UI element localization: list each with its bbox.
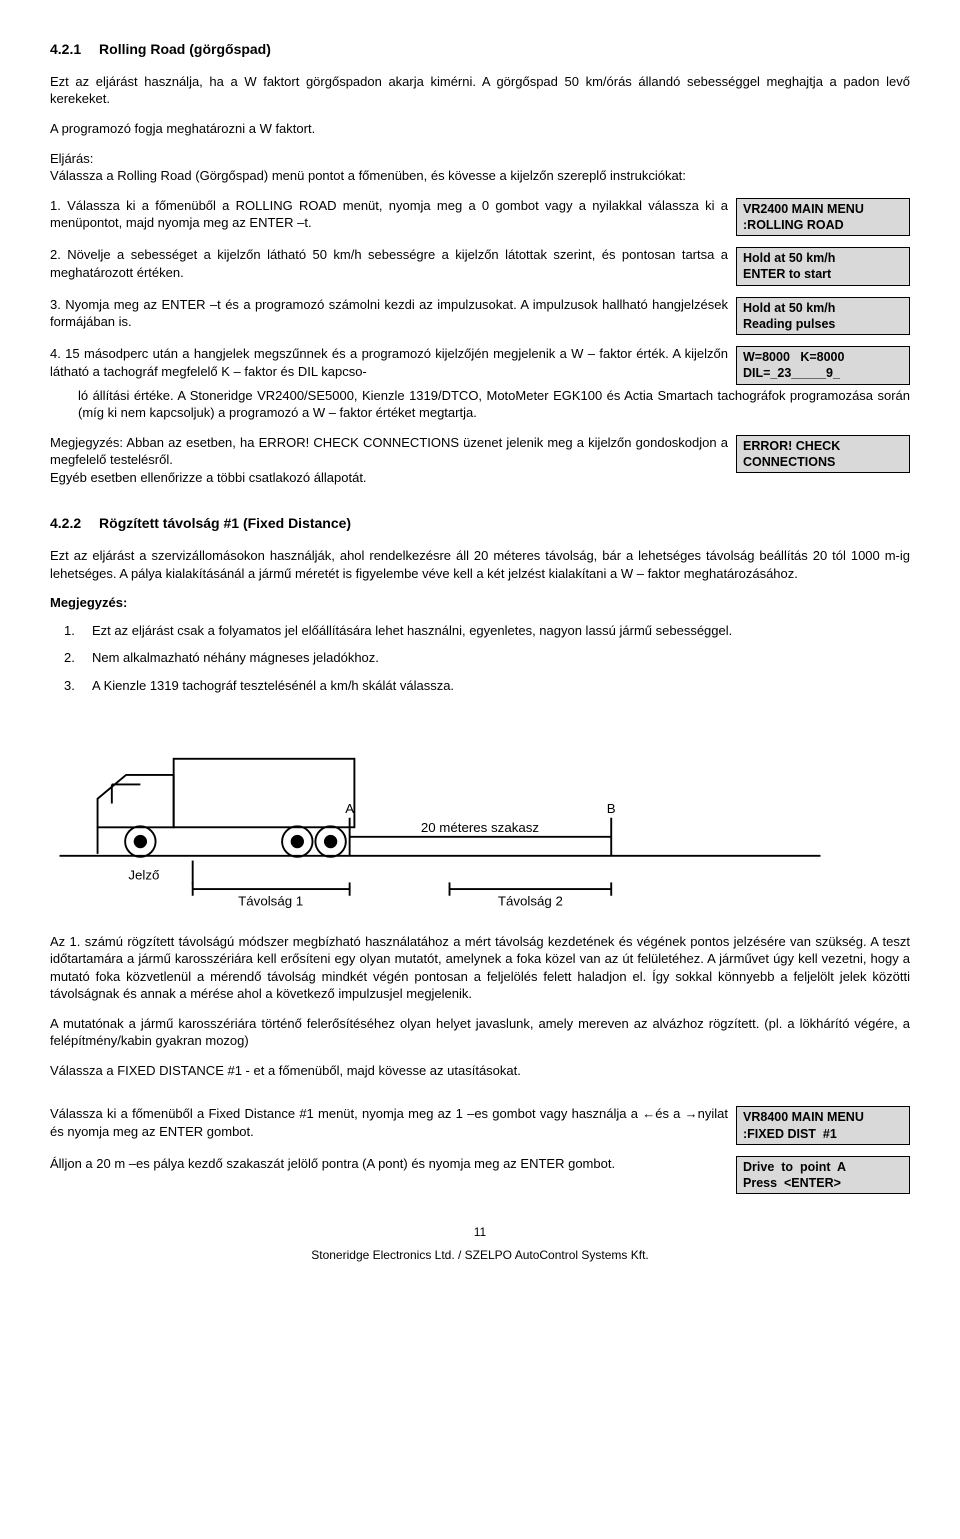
s422-p3: A mutatónak a jármű karosszériára történ…	[50, 1015, 910, 1050]
lcd-drive-point-a: Drive to point A Press <ENTER>	[736, 1156, 910, 1195]
section-421-heading: Rolling Road (görgőspad)	[99, 41, 271, 57]
s422-p4: Válassza a FIXED DISTANCE #1 - et a főme…	[50, 1062, 910, 1080]
s421-p2: A programozó fogja meghatározni a W fakt…	[50, 120, 910, 138]
page-footer: 11 Stoneridge Electronics Ltd. / SZELPO …	[50, 1224, 910, 1262]
s422-step2: Álljon a 20 m –es pálya kezdő szakaszát …	[50, 1155, 728, 1173]
s422-li3: 3. A Kienzle 1319 tachográf teszteléséné…	[50, 677, 910, 695]
s422-li1: 1. Ezt az eljárást csak a folyamatos jel…	[50, 622, 910, 640]
diagram-label-t2: Távolság 2	[498, 893, 563, 908]
lcd-fixed-dist-1: VR8400 MAIN MENU :FIXED DIST #1	[736, 1106, 910, 1145]
s422-step1: Válassza ki a főmenüből a Fixed Distance…	[50, 1105, 728, 1140]
s421-step4b: ló állítási értéke. A Stoneridge VR2400/…	[78, 387, 910, 422]
section-422-heading: Rögzített távolság #1 (Fixed Distance)	[99, 515, 351, 531]
section-422-title: 4.2.2 Rögzített távolság #1 (Fixed Dista…	[50, 514, 910, 533]
s421-p1: Ezt az eljárást használja, ha a W faktor…	[50, 73, 910, 108]
diagram-label-b: B	[607, 801, 616, 816]
s421-step1: 1. Válassza ki a főmenüből a ROLLING ROA…	[50, 197, 728, 232]
s422-p1: Ezt az eljárást a szervizállomásokon has…	[50, 547, 910, 582]
fixed-distance-diagram: A B 20 méteres szakasz Jelző Távolság 1 …	[50, 713, 910, 913]
s422-li2: 2. Nem alkalmazható néhány mágneses jela…	[50, 649, 910, 667]
lcd-rolling-road: VR2400 MAIN MENU :ROLLING ROAD	[736, 198, 910, 237]
lcd-w-k-dil: W=8000 K=8000 DIL=_23_____9_	[736, 346, 910, 385]
diagram-label-t1: Távolság 1	[238, 893, 303, 908]
diagram-label-section: 20 méteres szakasz	[421, 820, 539, 835]
list-num-2: 2.	[50, 649, 82, 667]
list-num-3: 3.	[50, 677, 82, 695]
lcd-reading-pulses: Hold at 50 km/h Reading pulses	[736, 297, 910, 336]
section-422-num: 4.2.2	[50, 515, 81, 531]
lcd-hold-enter: Hold at 50 km/h ENTER to start	[736, 247, 910, 286]
footer-company: Stoneridge Electronics Ltd. / SZELPO Aut…	[50, 1247, 910, 1263]
s421-step4a: 4. 15 másodperc után a hangjelek megszűn…	[50, 345, 728, 380]
page-number: 11	[50, 1224, 910, 1240]
s421-note: Megjegyzés: Abban az esetben, ha ERROR! …	[50, 434, 728, 487]
lcd-error-check: ERROR! CHECK CONNECTIONS	[736, 435, 910, 474]
s422-p2: Az 1. számú rögzített távolságú módszer …	[50, 933, 910, 1003]
list-num-1: 1.	[50, 622, 82, 640]
s421-step3: 3. Nyomja meg az ENTER –t és a programoz…	[50, 296, 728, 331]
s421-step2: 2. Növelje a sebességet a kijelzőn látha…	[50, 246, 728, 281]
s422-li1-text: Ezt az eljárást csak a folyamatos jel el…	[92, 622, 910, 640]
diagram-label-a: A	[345, 801, 354, 816]
diagram-label-jelzo: Jelző	[128, 867, 159, 882]
section-421-title: 4.2.1 Rolling Road (görgőspad)	[50, 40, 910, 59]
s422-note-label: Megjegyzés:	[50, 594, 910, 612]
s422-li3-text: A Kienzle 1319 tachográf tesztelésénél a…	[92, 677, 910, 695]
section-421-num: 4.2.1	[50, 41, 81, 57]
s421-p3: Eljárás: Válassza a Rolling Road (Görgős…	[50, 150, 910, 185]
s422-li2-text: Nem alkalmazható néhány mágneses jeladók…	[92, 649, 910, 667]
